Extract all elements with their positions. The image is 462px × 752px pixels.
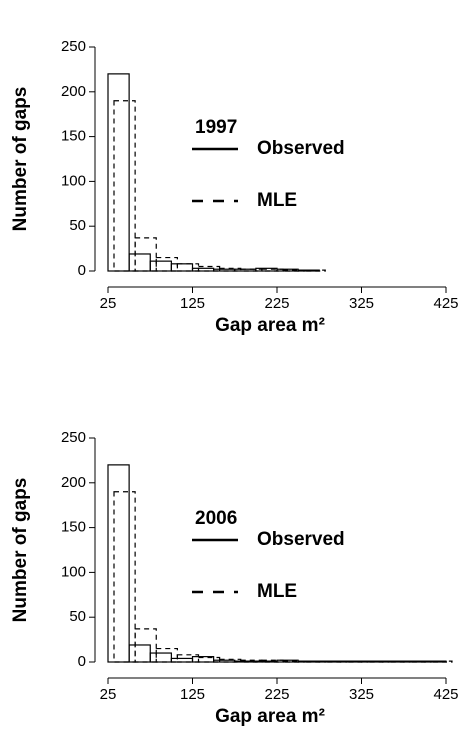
x-axis-label: Gap area m² [215,315,325,336]
histogram-bar [155,647,178,663]
histogram-bar [149,260,172,272]
histogram-bar [128,253,151,272]
histogram-bar [176,263,200,272]
x-tick-label: 25 [100,686,117,703]
x-tick-label: 425 [433,295,458,312]
x-tick-label: 225 [264,295,289,312]
histogram-bar [430,660,453,663]
x-tick-label: 125 [180,295,205,312]
histogram-bar [107,73,130,272]
histogram-bar [134,628,157,663]
x-tick-label: 25 [100,295,117,312]
histogram-bar [170,263,194,272]
y-axis-label: Number of gaps [10,478,31,623]
y-tick-label: 100 [61,172,86,189]
legend-label: Observed [257,138,345,159]
x-tick-label: 325 [349,686,374,703]
histogram-bar [134,237,157,272]
y-tick-label: 0 [78,262,86,279]
annotation: 2006 [195,508,237,529]
histogram-bar [176,654,200,663]
histogram-bar [113,491,136,663]
y-axis-label: Number of gaps [10,87,31,232]
histogram-bar [113,100,136,272]
y-tick-label: 200 [61,474,86,491]
chart: 0 50 100 150 200 250 25 125 225 325 425 Gap area m²… [10,429,459,727]
histogram-bar [197,656,221,663]
x-tick-label: 425 [433,686,458,703]
legend-label: Observed [257,529,345,550]
y-tick-label: 50 [69,217,86,234]
y-tick-label: 50 [69,608,86,625]
histogram-bar [240,659,263,663]
y-tick-label: 100 [61,563,86,580]
x-axis-label: Gap area m² [215,706,325,727]
legend-label: MLE [257,190,297,211]
y-tick-label: 250 [61,38,86,55]
y-tick-label: 150 [61,128,86,145]
y-tick-label: 250 [61,429,86,446]
histogram-bar [197,265,221,272]
histogram-bar [107,464,130,663]
chart: 0 50 100 150 200 250 25 125 225 325 425 Gap area m²… [10,38,459,336]
y-tick-label: 0 [78,653,86,670]
y-tick-label: 200 [61,83,86,100]
histogram-bar [303,269,326,272]
histogram-bar [128,644,151,663]
y-tick-label: 150 [61,519,86,536]
histogram-bar [240,268,263,272]
legend-label: MLE [257,581,297,602]
histogram-bar [191,656,215,663]
x-tick-label: 325 [349,295,374,312]
annotation: 1997 [195,117,237,138]
x-tick-label: 225 [264,686,289,703]
histogram-bar [149,652,172,663]
x-tick-label: 125 [180,686,205,703]
